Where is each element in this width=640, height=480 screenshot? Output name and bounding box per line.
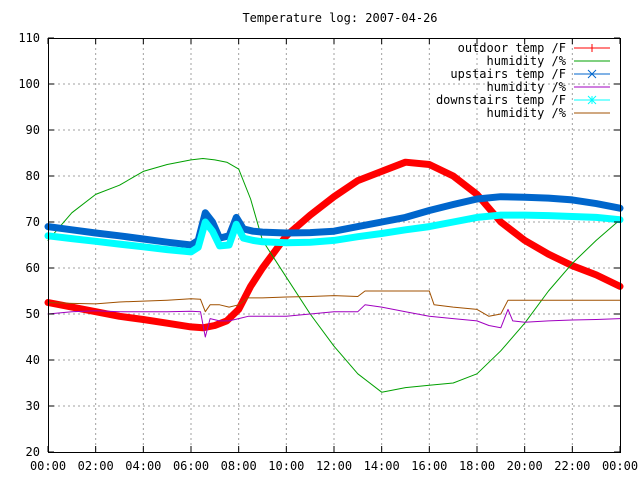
axis-ticks: 00:00 02:00 04:00 06:00 08:00 10:00 12:00 14:00… — [18, 31, 638, 473]
legend-label: outdoor temp /F — [458, 41, 566, 55]
legend-marker — [587, 69, 597, 79]
chart-title: Temperature log: 2007-04-26 — [242, 11, 437, 25]
grid — [48, 38, 620, 452]
y-tick-label: 40 — [26, 353, 40, 367]
series-line-4 — [47, 304, 621, 338]
x-tick-label: 04:00 — [125, 459, 161, 473]
legend-label: humidity /% — [487, 54, 567, 68]
legend-marker — [587, 95, 597, 105]
legend-label: upstairs temp /F — [450, 67, 566, 81]
series-line-3 — [44, 193, 624, 249]
x-tick-label: 00:00 — [602, 459, 638, 473]
y-tick-label: 30 — [26, 399, 40, 413]
x-tick-label: 18:00 — [459, 459, 495, 473]
x-tick-label: 20:00 — [507, 459, 543, 473]
series-layer — [44, 158, 624, 393]
y-tick-label: 20 — [26, 445, 40, 459]
legend-label: humidity /% — [487, 106, 567, 120]
legend-label: humidity /% — [487, 80, 567, 94]
x-tick-label: 22:00 — [554, 459, 590, 473]
series-line-5 — [44, 211, 624, 256]
y-tick-label: 90 — [26, 123, 40, 137]
y-tick-label: 100 — [18, 77, 40, 91]
y-tick-label: 80 — [26, 169, 40, 183]
x-tick-label: 08:00 — [221, 459, 257, 473]
x-tick-label: 10:00 — [268, 459, 304, 473]
x-tick-label: 02:00 — [78, 459, 114, 473]
y-tick-label: 70 — [26, 215, 40, 229]
y-tick-label: 60 — [26, 261, 40, 275]
y-tick-label: 50 — [26, 307, 40, 321]
x-tick-label: 12:00 — [316, 459, 352, 473]
series-line-2 — [47, 158, 621, 393]
x-tick-label: 14:00 — [364, 459, 400, 473]
x-tick-label: 16:00 — [411, 459, 447, 473]
x-tick-label: 00:00 — [30, 459, 66, 473]
series-line-6 — [47, 290, 621, 317]
y-tick-label: 110 — [18, 31, 40, 45]
x-tick-label: 06:00 — [173, 459, 209, 473]
legend-label: downstairs temp /F — [436, 93, 566, 107]
